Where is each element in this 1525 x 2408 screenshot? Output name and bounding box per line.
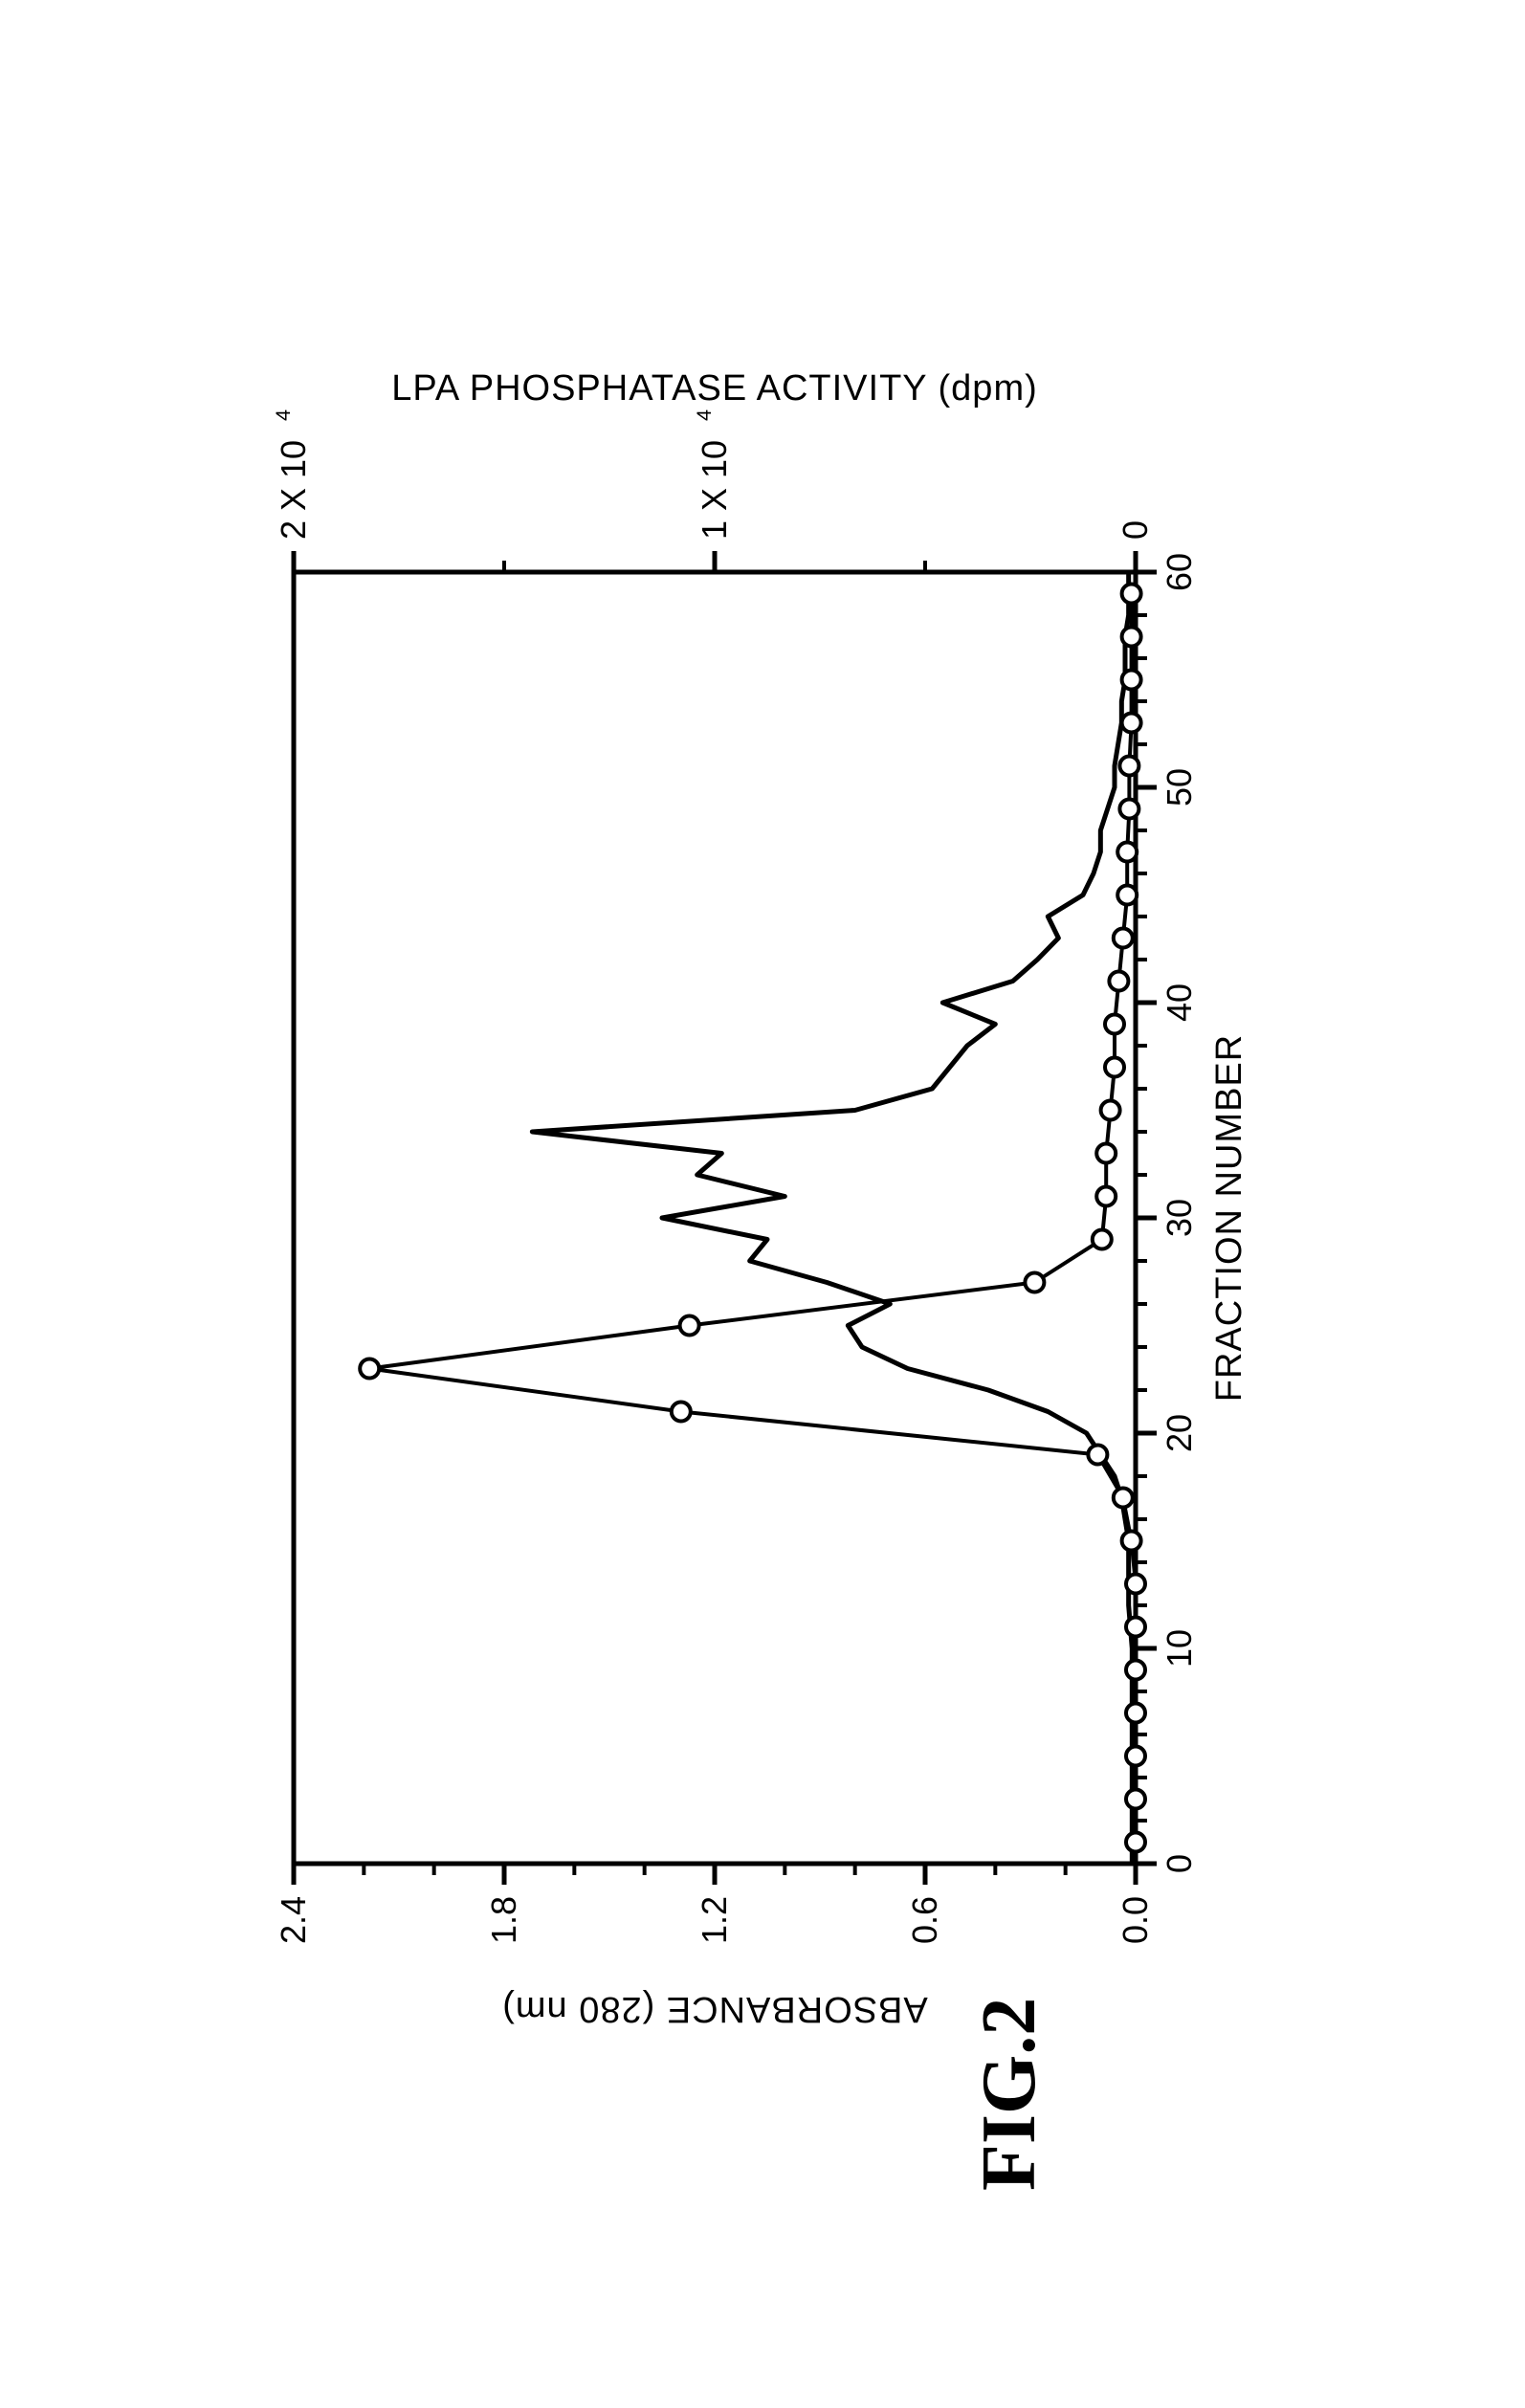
svg-text:1 X 10: 1 X 10 [695,440,734,540]
svg-text:60: 60 [1160,553,1199,591]
svg-text:FRACTION NUMBER: FRACTION NUMBER [1209,1034,1249,1402]
chromatography-chart: 0102030405060FRACTION NUMBER0.00.61.21.8… [188,333,1337,2074]
activity-marker [1105,1015,1124,1034]
svg-text:50: 50 [1160,768,1199,806]
activity-marker [1114,1489,1133,1508]
activity-marker [1101,1101,1120,1120]
svg-text:0.6: 0.6 [905,1896,944,1944]
svg-text:ABSORBANCE (280 nm): ABSORBANCE (280 nm) [501,1989,928,2029]
svg-text:4: 4 [692,409,716,421]
activity-marker [1119,800,1138,819]
svg-text:20: 20 [1160,1414,1199,1452]
svg-text:40: 40 [1160,983,1199,1022]
svg-text:10: 10 [1160,1629,1199,1668]
svg-text:30: 30 [1160,1199,1199,1237]
activity-marker [1096,1144,1116,1163]
activity-marker [1117,886,1137,905]
svg-text:2.4: 2.4 [274,1896,313,1944]
svg-text:4: 4 [271,409,295,421]
activity-marker [1025,1273,1044,1292]
activity-marker [1126,1704,1145,1723]
activity-marker [1122,585,1141,604]
figure-label: FIG.2 [966,1998,1053,2191]
activity-marker [1126,1747,1145,1766]
chart-container: 0102030405060FRACTION NUMBER0.00.61.21.8… [188,333,1337,2074]
activity-marker [680,1316,699,1336]
activity-marker [1117,843,1137,862]
svg-text:2 X 10: 2 X 10 [274,440,313,540]
activity-marker [1122,714,1141,733]
activity-marker [1114,929,1133,948]
activity-marker [672,1403,691,1422]
activity-marker [1119,757,1138,776]
activity-marker [1122,1532,1141,1551]
activity-marker [1088,1446,1107,1465]
activity-marker [1109,972,1128,991]
activity-marker [1126,1661,1145,1680]
activity-marker [1126,1790,1145,1809]
activity-marker [360,1359,379,1379]
activity-marker [1093,1230,1112,1249]
activity-marker [1126,1575,1145,1594]
svg-text:0: 0 [1160,1854,1199,1873]
svg-text:0: 0 [1116,520,1155,540]
svg-text:1.8: 1.8 [484,1896,523,1944]
svg-text:LPA PHOSPHATASE ACTIVITY (dpm): LPA PHOSPHATASE ACTIVITY (dpm) [391,368,1037,409]
svg-text:0.0: 0.0 [1116,1896,1155,1944]
activity-marker [1096,1187,1116,1206]
activity-marker [1126,1833,1145,1852]
activity-marker [1122,671,1141,690]
svg-text:1.2: 1.2 [695,1896,734,1944]
activity-marker [1126,1618,1145,1637]
activity-marker [1122,628,1141,647]
activity-marker [1105,1058,1124,1077]
